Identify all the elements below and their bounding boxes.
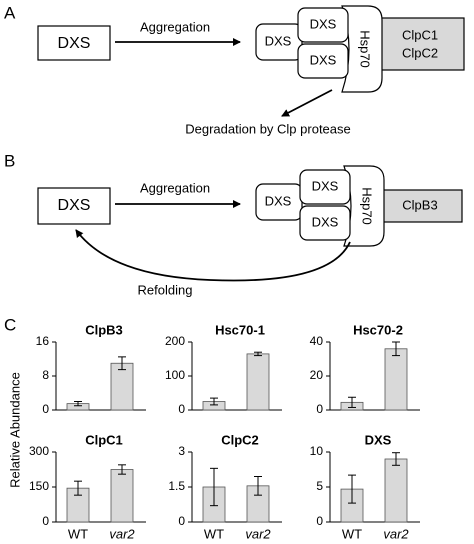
y-axis-label: Relative Abundance <box>7 372 22 488</box>
substrate: DXS <box>58 35 91 52</box>
chaperone-shape <box>341 5 383 93</box>
complex-box <box>297 43 349 79</box>
y-tick-label: 0 <box>42 514 49 528</box>
y-tick-label: 0 <box>178 402 185 416</box>
bar <box>384 458 408 523</box>
y-tick-label: 10 <box>310 444 324 458</box>
arrow-label: Aggregation <box>140 180 210 195</box>
complex-item: DXS <box>265 33 292 48</box>
substrate: DXS <box>58 197 91 214</box>
complex-box <box>299 169 351 205</box>
x-tick-label: var2 <box>245 526 271 541</box>
panel-label: C <box>4 315 16 334</box>
bar <box>110 362 134 411</box>
partner: ClpC2 <box>402 45 438 60</box>
partner-box <box>379 189 463 223</box>
arrow <box>281 89 333 117</box>
partner: ClpB3 <box>402 197 437 212</box>
complex-box <box>299 205 351 241</box>
y-tick-label: 1.5 <box>168 479 185 493</box>
complex-item: DXS <box>312 214 339 229</box>
panel-label: A <box>4 3 16 22</box>
chaperone: Hsp70 <box>358 30 373 68</box>
chart-title: DXS <box>365 432 392 447</box>
bar <box>110 469 134 523</box>
y-tick-label: 8 <box>42 368 49 382</box>
outcome: Refolding <box>138 282 193 297</box>
chaperone: Hsp70 <box>360 187 375 225</box>
y-tick-label: 20 <box>310 368 324 382</box>
complex-item: DXS <box>312 178 339 193</box>
substrate-box <box>37 187 111 225</box>
bar <box>246 353 270 411</box>
substrate-box <box>37 25 111 61</box>
chart-title: Hsc70-2 <box>353 322 403 337</box>
chart-title: ClpC2 <box>221 432 259 447</box>
x-tick-label: var2 <box>383 526 409 541</box>
y-tick-label: 3 <box>178 444 185 458</box>
y-tick-label: 200 <box>165 334 185 348</box>
y-tick-label: 300 <box>29 444 49 458</box>
y-tick-label: 40 <box>310 334 324 348</box>
y-tick-label: 150 <box>29 479 49 493</box>
complex-item: DXS <box>310 16 337 31</box>
panel-label: B <box>4 151 15 170</box>
y-tick-label: 0 <box>316 402 323 416</box>
chart-title: ClpB3 <box>85 322 123 337</box>
chaperone-shape <box>343 165 385 247</box>
complex-box <box>297 7 349 43</box>
x-tick-label: var2 <box>109 526 135 541</box>
arrow-label: Aggregation <box>140 19 210 34</box>
chart-title: ClpC1 <box>85 432 123 447</box>
y-tick-label: 0 <box>42 402 49 416</box>
y-tick-label: 0 <box>178 514 185 528</box>
x-tick-label: WT <box>342 526 362 541</box>
y-tick-label: 0 <box>316 514 323 528</box>
partner-box <box>371 17 465 71</box>
y-tick-label: 5 <box>316 479 323 493</box>
y-tick-label: 100 <box>165 368 185 382</box>
x-tick-label: WT <box>204 526 224 541</box>
refold-arrow <box>75 229 351 282</box>
x-tick-label: WT <box>68 526 88 541</box>
complex-item: DXS <box>310 52 337 67</box>
y-tick-label: 16 <box>36 334 50 348</box>
complex-item: DXS <box>265 193 292 208</box>
bar <box>384 348 408 411</box>
partner: ClpC1 <box>402 27 438 42</box>
outcome: Degradation by Clp protease <box>185 121 351 136</box>
chart-title: Hsc70-1 <box>215 322 265 337</box>
